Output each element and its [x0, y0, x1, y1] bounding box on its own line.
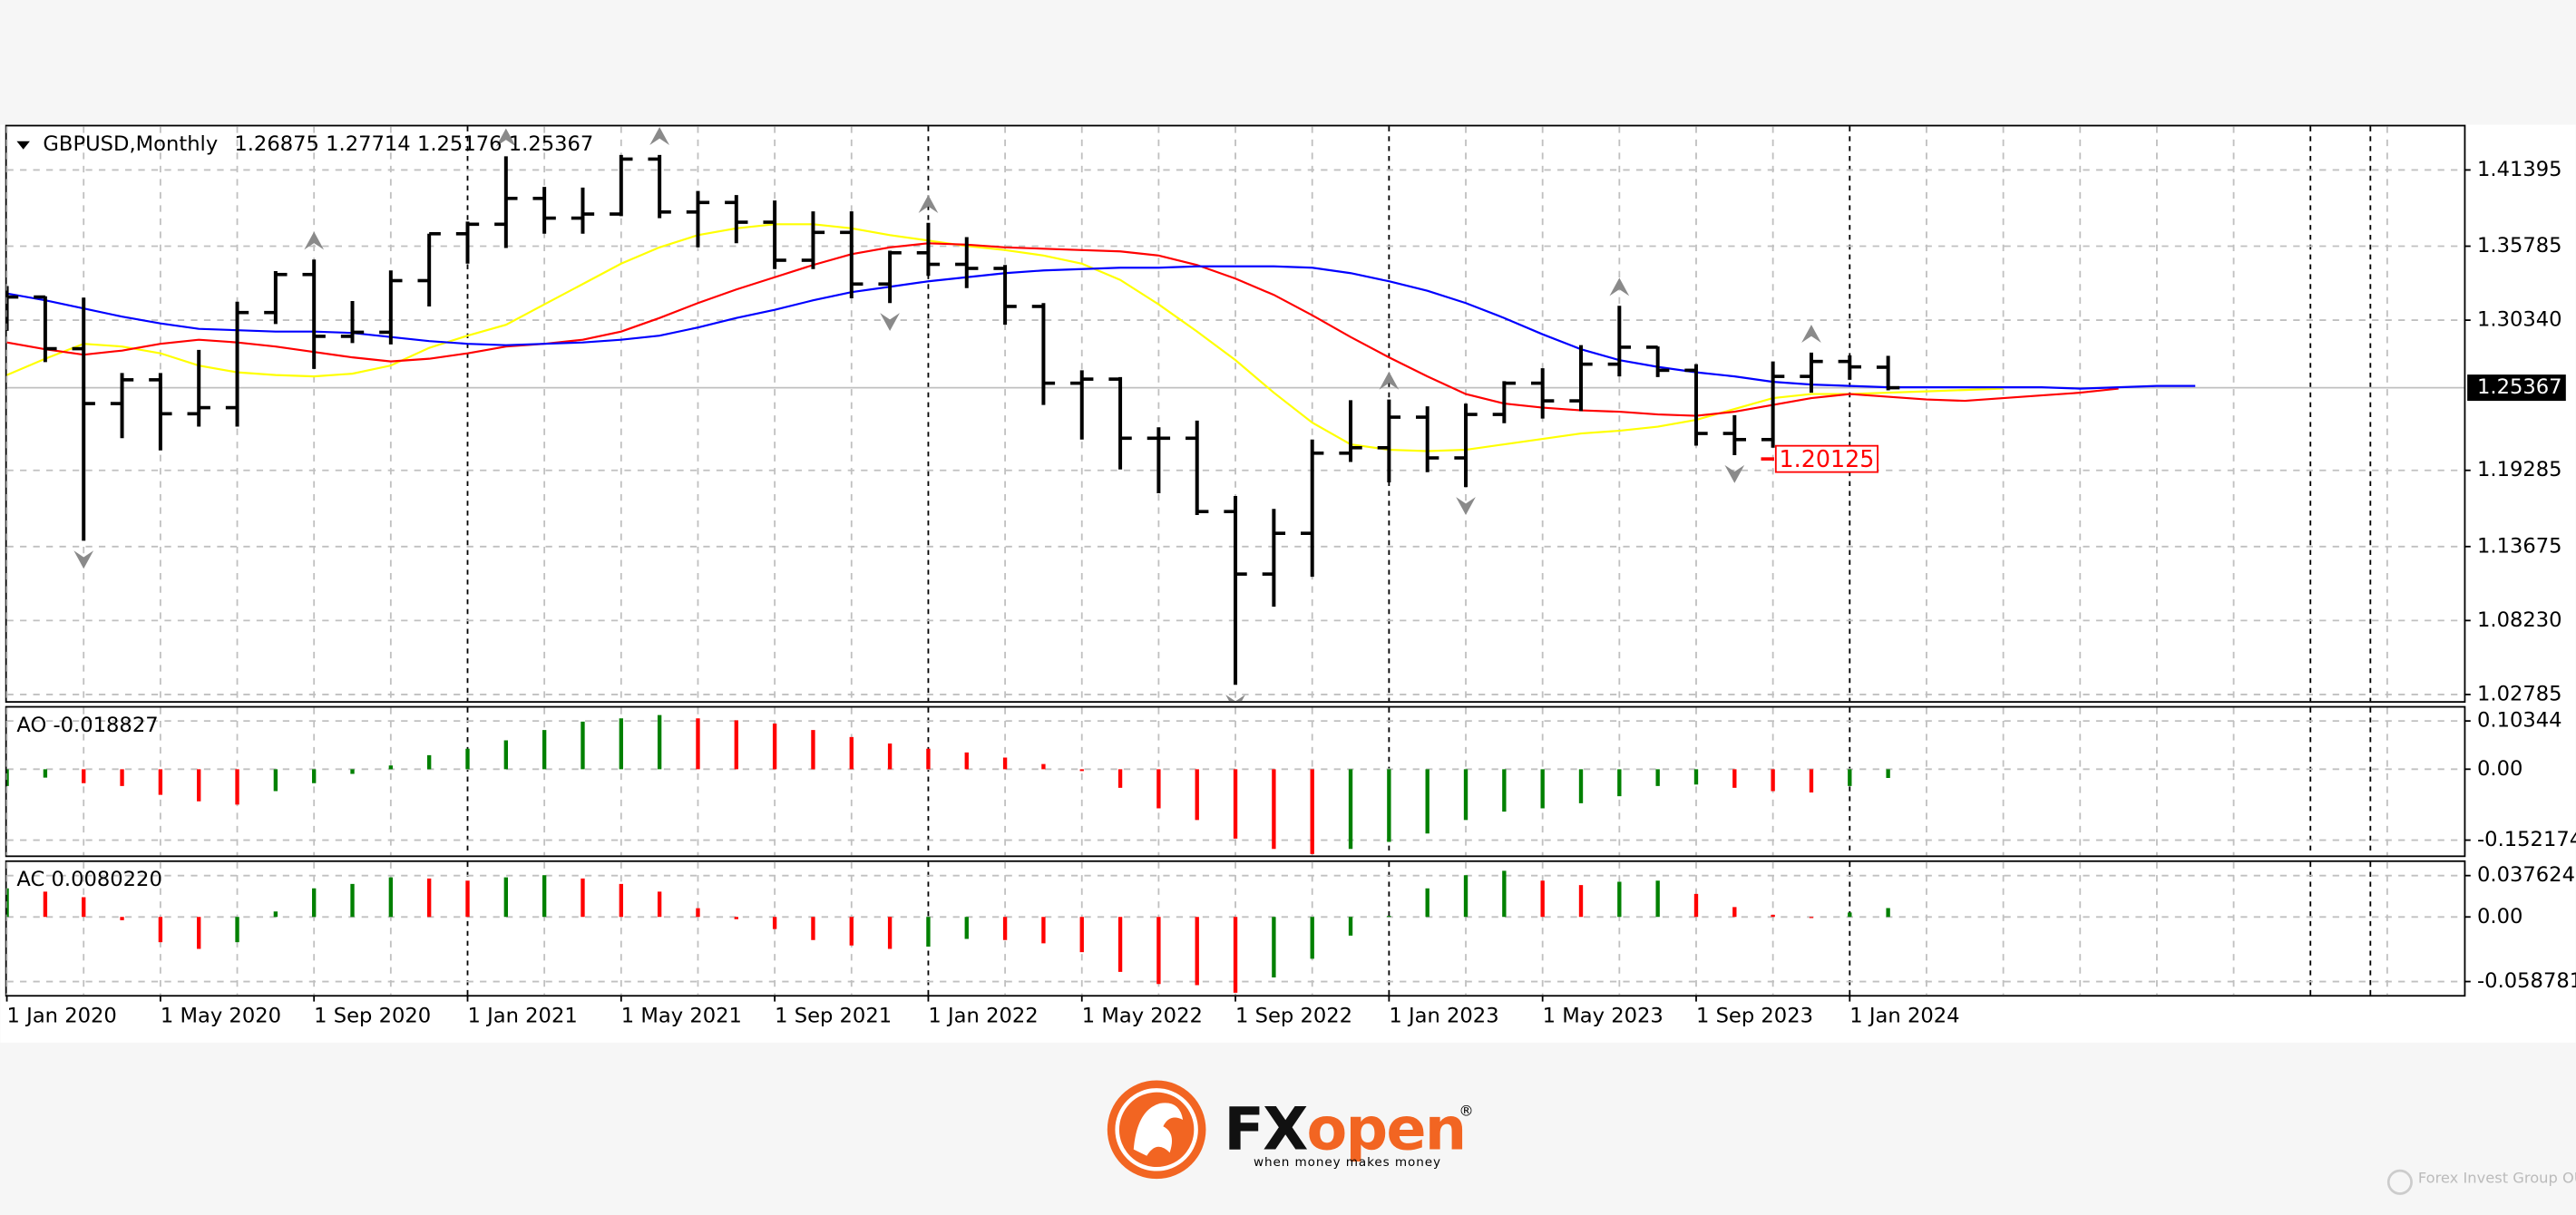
y-tick-label: -0.152174 — [2477, 828, 2576, 851]
price-marker-box — [1774, 444, 1878, 473]
header-value: 1.25367 — [509, 132, 594, 156]
x-tick-label: 1 May 2020 — [161, 1004, 281, 1027]
header-arrow — [16, 141, 30, 150]
x-tick-label: 1 Sep 2020 — [314, 1004, 431, 1027]
ao-panel-frame — [5, 705, 2466, 858]
x-tick-label: 1 May 2022 — [1082, 1004, 1203, 1027]
x-tick-label: 1 Jan 2021 — [468, 1004, 578, 1027]
brand-open: open — [1307, 1095, 1466, 1164]
fractal-down — [73, 550, 94, 569]
x-tick-label: 1 Sep 2022 — [1235, 1004, 1352, 1027]
y-tick-label: 0.00 — [2477, 757, 2522, 781]
y-tick-label: 1.19285 — [2477, 458, 2562, 481]
fractal-down — [1456, 497, 1476, 516]
header-value: 1.26875 — [234, 132, 319, 156]
y-tick-label: 1.08230 — [2477, 608, 2562, 632]
x-tick-label: 1 May 2023 — [1543, 1004, 1664, 1027]
fractal-up — [918, 195, 939, 213]
fractal-up — [649, 127, 670, 146]
fractal-down — [1724, 464, 1745, 483]
plot-layer: 1.41395 1.35785 1.30340 1.19285 1.13675 1.082… — [5, 126, 2576, 1027]
fractal-up — [304, 231, 325, 250]
company-name: Forex Invest Group OU — [2418, 1170, 2576, 1187]
x-tick-label: 1 May 2021 — [621, 1004, 742, 1027]
y-tick-label: 0.0376245 — [2477, 863, 2576, 887]
brand-registered: ® — [1459, 1102, 1473, 1119]
indicator-label: AC 0.0080220 — [16, 868, 161, 891]
last-price-label: 1.25367 — [2477, 375, 2562, 399]
fractal-up — [1801, 325, 1821, 344]
y-tick-label: -0.058781 — [2477, 969, 2576, 993]
y-tick-label: 0.10344 — [2477, 709, 2562, 733]
logo: FXopen ® when money makes money — [1107, 1080, 1474, 1180]
x-tick-label: 1 Jan 2023 — [1389, 1004, 1498, 1027]
x-tick-label: 1 Jan 2022 — [928, 1004, 1038, 1027]
y-tick-label: 1.35785 — [2477, 234, 2562, 258]
brand-name: FXopen — [1224, 1095, 1465, 1164]
moving-average-line — [6, 265, 2196, 390]
header-value: 1.27714 — [326, 132, 411, 156]
logo-ring — [1115, 1088, 1198, 1171]
y-tick-label: 1.02785 — [2477, 682, 2562, 705]
fractal-down — [880, 313, 900, 331]
moving-average-line — [6, 223, 2004, 452]
price-panel-frame — [5, 124, 2466, 704]
x-tick-label: 1 Jan 2020 — [7, 1004, 117, 1027]
chart-area — [0, 124, 2576, 1043]
x-tick-label: 1 Jan 2024 — [1849, 1004, 1959, 1027]
brand-fx: FX — [1224, 1095, 1307, 1164]
company-icon — [2386, 1169, 2413, 1195]
indicator-plot — [6, 870, 1890, 993]
brand-tagline: when money makes money — [1254, 1155, 1441, 1170]
moving-average-line — [6, 242, 2119, 417]
indicator-plot — [6, 714, 1890, 854]
x-tick-label: 1 Sep 2023 — [1696, 1004, 1813, 1027]
price-marker-label: 1.20125 — [1780, 445, 1875, 472]
price-plot: 1.20125 — [6, 127, 2464, 702]
last-price-tag — [2467, 374, 2566, 402]
y-tick-label: 1.30340 — [2477, 308, 2562, 332]
fractal-down — [1225, 695, 1245, 702]
logo-bull — [1133, 1103, 1184, 1156]
indicator-label: AO -0.018827 — [16, 714, 158, 737]
y-tick-label: 0.00 — [2477, 905, 2522, 928]
chart-title: GBPUSD,Monthly — [43, 132, 218, 156]
x-tick-label: 1 Sep 2021 — [775, 1004, 892, 1027]
fractal-up — [1379, 371, 1400, 390]
y-tick-label: 1.13675 — [2477, 534, 2562, 558]
fractal-up — [1609, 277, 1630, 296]
fractal-up — [495, 128, 516, 147]
y-tick-label: 1.41395 — [2477, 158, 2562, 181]
header-value: 1.25176 — [417, 132, 503, 156]
